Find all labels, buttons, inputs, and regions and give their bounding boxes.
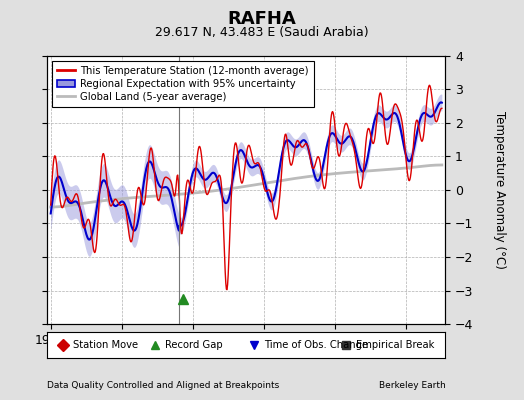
Text: Record Gap: Record Gap [165, 340, 222, 350]
Text: Time of Obs. Change: Time of Obs. Change [264, 340, 368, 350]
Y-axis label: Temperature Anomaly (°C): Temperature Anomaly (°C) [493, 111, 506, 269]
Text: Empirical Break: Empirical Break [356, 340, 434, 350]
Text: 29.617 N, 43.483 E (Saudi Arabia): 29.617 N, 43.483 E (Saudi Arabia) [155, 26, 369, 39]
Text: Station Move: Station Move [73, 340, 138, 350]
Text: Data Quality Controlled and Aligned at Breakpoints: Data Quality Controlled and Aligned at B… [47, 381, 279, 390]
Legend: This Temperature Station (12-month average), Regional Expectation with 95% uncer: This Temperature Station (12-month avera… [52, 61, 314, 107]
Text: RAFHA: RAFHA [227, 10, 297, 28]
Text: Berkeley Earth: Berkeley Earth [379, 381, 445, 390]
